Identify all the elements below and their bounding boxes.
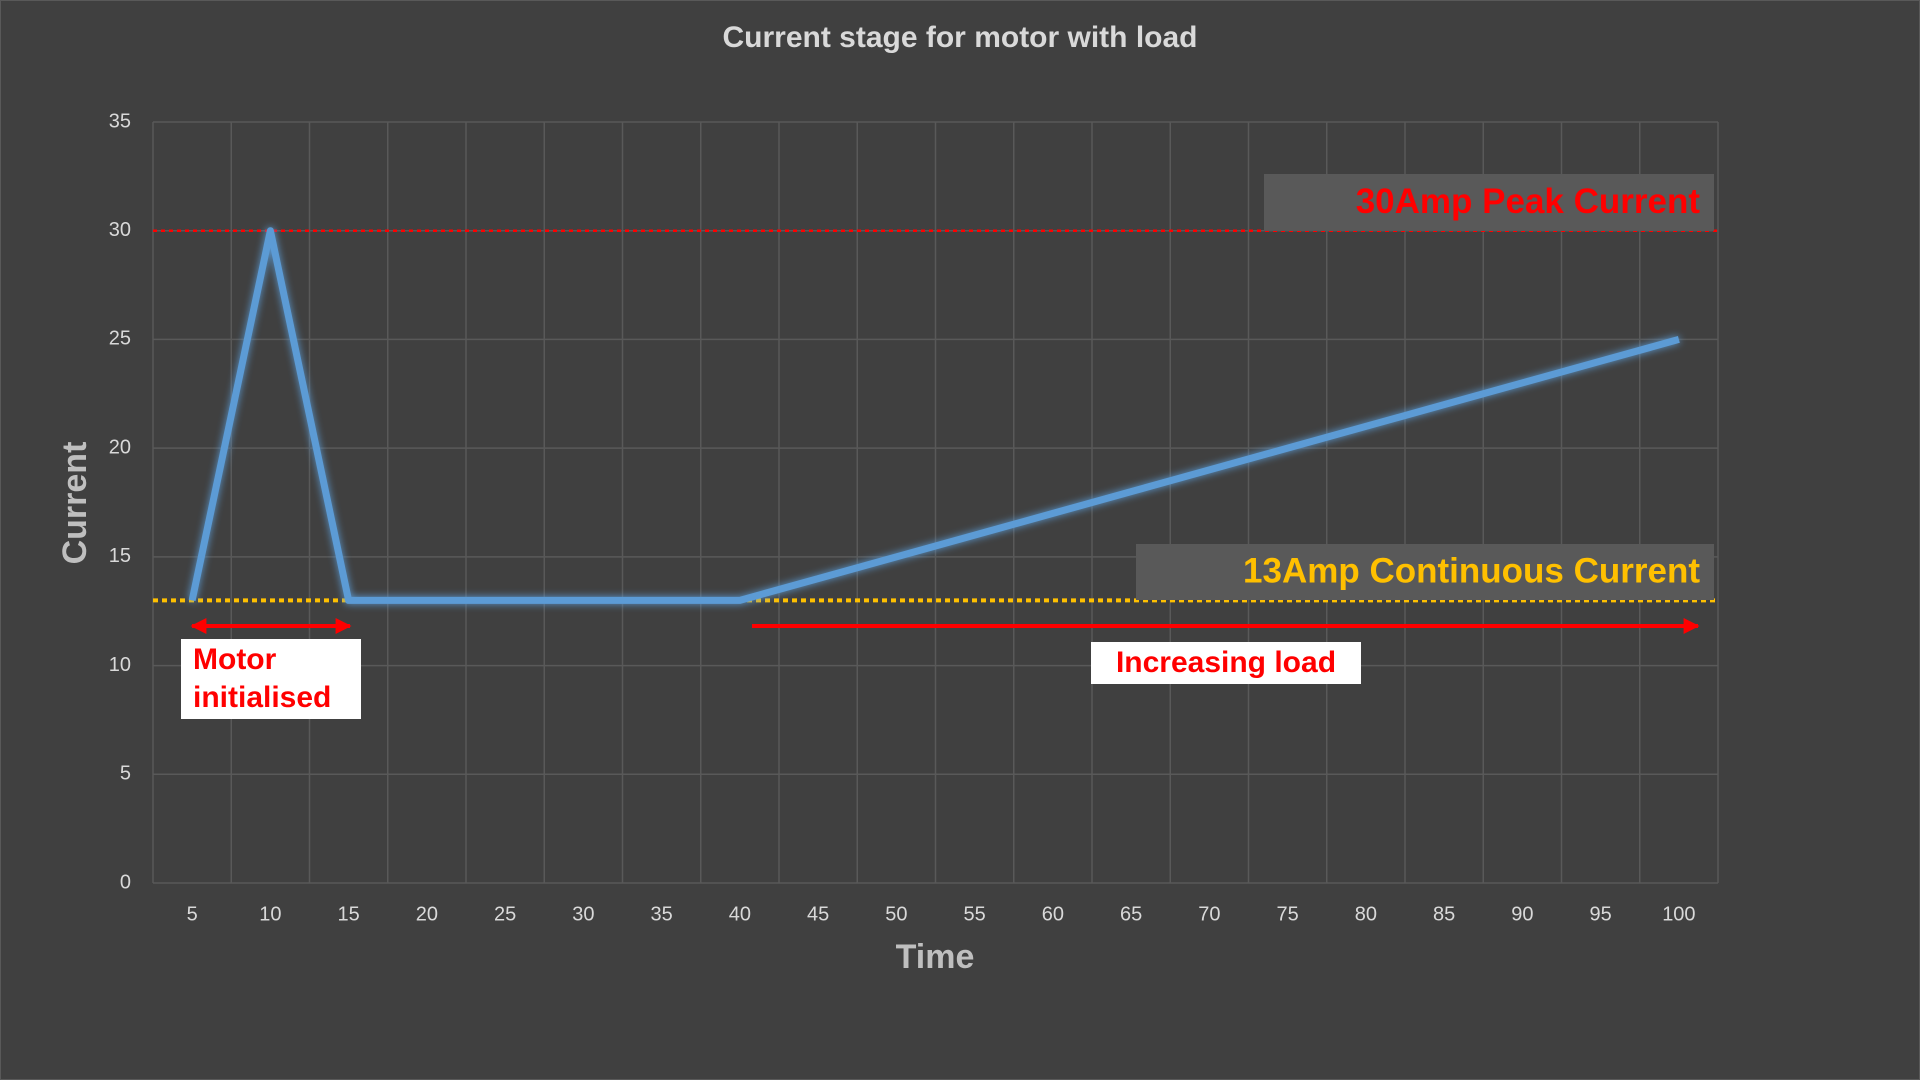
x-tick-label: 70 [1198,903,1220,925]
x-tick-label: 100 [1662,903,1695,925]
y-tick-label: 30 [109,219,131,241]
reference-label: 30Amp Peak Current [1356,182,1701,221]
y-axis-label: Current [56,442,94,565]
annotation-label: Motor initialised [181,639,361,719]
reference-label: 13Amp Continuous Current [1243,551,1700,590]
x-tick-label: 45 [807,903,829,925]
reference-label-box [1264,174,1714,231]
y-tick-label: 25 [109,328,131,350]
x-tick-label: 40 [729,903,751,925]
x-tick-label: 50 [885,903,907,925]
x-tick-label: 80 [1355,903,1377,925]
x-tick-label: 95 [1590,903,1612,925]
reference-label-box [1136,544,1714,600]
data-line [188,227,1680,604]
y-tick-label: 20 [109,436,131,458]
x-tick-label: 55 [964,903,986,925]
x-tick-label: 65 [1120,903,1142,925]
x-tick-label: 30 [572,903,594,925]
x-tick-label: 90 [1511,903,1533,925]
annotation-label: Increasing load [1091,642,1361,684]
x-tick-label: 15 [338,903,360,925]
y-tick-label: 5 [120,763,131,785]
x-tick-label: 20 [416,903,438,925]
x-tick-label: 10 [259,903,281,925]
x-tick-label: 25 [494,903,516,925]
x-tick-label: 60 [1042,903,1064,925]
chart-title: Current stage for motor with load [722,21,1197,54]
x-tick-label: 5 [187,903,198,925]
y-tick-label: 15 [109,545,131,567]
x-tick-label: 85 [1433,903,1455,925]
x-axis-label: Time [896,938,975,976]
x-tick-label: 75 [1277,903,1299,925]
y-tick-label: 10 [109,654,131,676]
y-tick-label: 0 [120,871,131,893]
y-tick-label: 35 [109,110,131,132]
x-tick-label: 35 [651,903,673,925]
